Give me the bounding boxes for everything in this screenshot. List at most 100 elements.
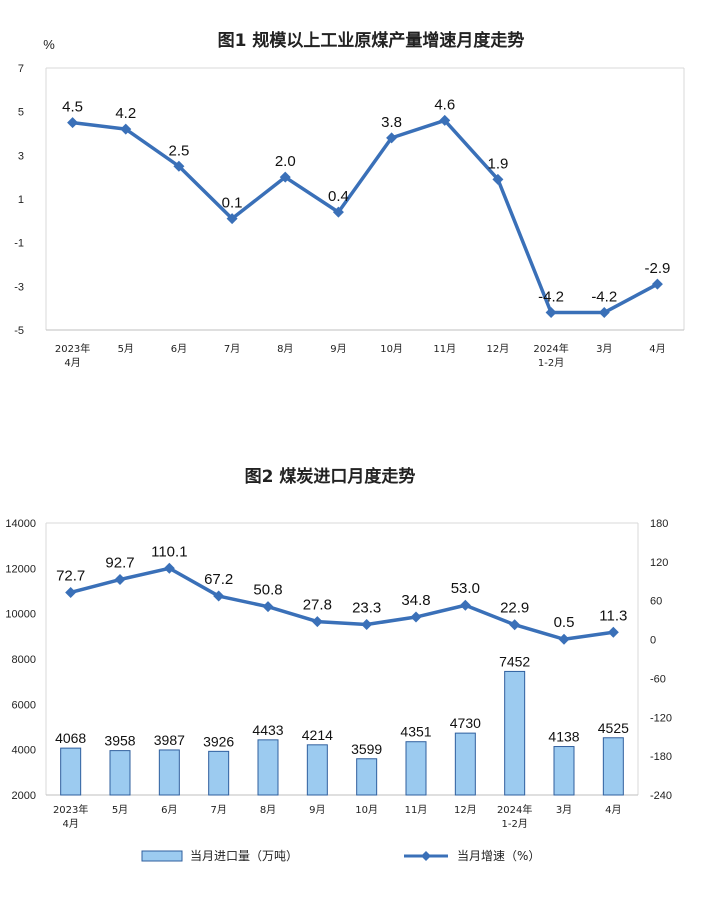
legend-bar-swatch (141, 850, 183, 862)
chart2-bar (306, 744, 328, 796)
chart2-left-y-tick: 8000 (12, 654, 36, 666)
chart1-data-label: -4.2 (591, 289, 617, 306)
chart2-bar (504, 670, 526, 796)
chart1-x-tick: 9月 (330, 343, 346, 355)
chart1-x-tick: 3月 (596, 343, 612, 355)
chart2-bar (454, 732, 476, 796)
chart1-y-tick: 3 (18, 150, 24, 162)
chart2-right-y-ticks: 180 120 60 0 -60 -120 -180 -240 (650, 518, 672, 802)
chart1-y-tick: 5 (18, 107, 24, 119)
chart1-data-label: 0.4 (328, 188, 349, 205)
chart2-growth-label: 27.8 (303, 597, 332, 614)
chart2-x-tick: 1-2月 (501, 818, 527, 830)
chart2-right-y-tick: -240 (650, 790, 672, 802)
chart2-bar-labels: 4068 3958 3987 3926 4433 4214 3599 4351 4730 7452… (55, 653, 629, 756)
chart2-left-y-tick: 10000 (5, 609, 36, 621)
chart1-data-label: 0.1 (222, 195, 243, 212)
chart1-point (279, 171, 291, 183)
chart2-growth-point (361, 618, 373, 630)
chart1-x-tick: 2024年 (533, 342, 568, 355)
chart1-series-line (72, 118, 659, 315)
chart2-bar (553, 746, 575, 796)
chart2-right-y-tick: 180 (650, 518, 668, 530)
chart2-x-tick: 2024年 (497, 803, 532, 816)
chart2-bar-label: 4214 (302, 727, 333, 743)
chart2-bar-label: 3958 (104, 733, 135, 749)
chart1-y-tick: 1 (18, 194, 24, 206)
chart1-x-tick: 6月 (171, 343, 187, 355)
chart2-growth-label: 11.3 (599, 607, 627, 624)
chart2-x-tick: 12月 (454, 804, 477, 816)
chart1-x-tick: 5月 (118, 343, 134, 355)
chart2-bar (405, 741, 427, 796)
chart1-ylabel: % (43, 37, 55, 52)
chart1-data-label: 2.0 (275, 153, 296, 170)
chart2-x-tick: 2023年 (53, 803, 88, 816)
chart2-growth-line (70, 566, 614, 641)
chart1-points (67, 114, 663, 319)
chart2-left-y-tick: 6000 (12, 699, 36, 711)
chart1-point (651, 278, 663, 290)
chart2-bar-label: 4351 (400, 724, 431, 740)
chart1-x-tick: 8月 (277, 343, 293, 355)
chart2-title: 图2 煤炭进口月度走势 (245, 466, 416, 487)
chart2-growth-label: 0.5 (554, 614, 575, 631)
chart2-left-y-tick: 14000 (5, 518, 36, 530)
chart2-growth-label: 34.8 (401, 592, 430, 609)
chart1-x-tick: 11月 (433, 343, 456, 355)
chart1-data-labels: 4.5 4.2 2.5 0.1 2.0 0.4 3.8 4.6 1.9 -4.2 -4.2 -2.9 (62, 96, 670, 305)
chart2-x-tick: 8月 (260, 804, 276, 816)
chart2-right-y-tick: 120 (650, 557, 668, 569)
chart2-growth-point (114, 574, 126, 586)
chart2-growth-point (509, 619, 521, 631)
chart1-x-tick: 2023年 (55, 342, 90, 355)
chart1-data-label: 3.8 (381, 114, 402, 131)
chart2-left-y-ticks: 14000 12000 10000 8000 6000 4000 2000 (5, 518, 36, 802)
chart2-growth-point (213, 590, 225, 602)
chart1-data-label: 4.2 (115, 105, 136, 122)
chart2-x-tick: 9月 (309, 804, 325, 816)
chart2-growth-labels: 72.7 92.7 110.1 67.2 50.8 27.8 23.3 34.8 53.0 22.… (56, 543, 627, 631)
chart2-x-tick: 10月 (355, 804, 378, 816)
chart1-x-tick: 7月 (224, 343, 240, 355)
chart2-x-tick: 4月 (605, 804, 621, 816)
chart2-left-y-tick: 12000 (5, 563, 36, 575)
chart2-right-y-tick: 60 (650, 596, 662, 608)
chart2-growth-point (262, 601, 274, 613)
chart2-bar-label: 4433 (252, 722, 283, 738)
chart2-growth-label: 50.8 (253, 582, 282, 599)
chart1-x-tick: 1-2月 (538, 357, 564, 369)
chart1-y-tick: -1 (14, 238, 24, 250)
chart2-growth-label: 53.0 (451, 580, 480, 597)
chart1-point (332, 206, 344, 218)
chart1-point (173, 160, 185, 172)
chart1-data-label: -2.9 (644, 260, 670, 277)
chart1-point (439, 114, 451, 126)
legend-line-label: 当月增速（%） (457, 849, 540, 863)
chart2-right-y-tick: 0 (650, 635, 656, 647)
chart2-growth-label: 67.2 (204, 571, 233, 588)
chart1-y-tick: 7 (18, 63, 24, 75)
chart2-legend: 当月进口量（万吨） 当月增速（%） (141, 849, 540, 863)
chart2-bars (60, 670, 624, 796)
chart2-bar-label: 4730 (450, 715, 481, 731)
chart2-growth-point (459, 599, 471, 611)
chart2-bar (208, 750, 230, 796)
chart2-left-y-tick: 4000 (12, 745, 36, 757)
chart1-data-label: -4.2 (538, 289, 564, 306)
chart2-bar (158, 749, 180, 796)
chart2-growth-label: 110.1 (151, 543, 187, 560)
chart1-x-tick: 4月 (649, 343, 665, 355)
chart2-growth-point (607, 626, 619, 638)
chart2-x-tick: 11月 (405, 804, 428, 816)
chart1-point (492, 173, 504, 185)
chart1-point (120, 123, 132, 135)
chart1-x-tick: 12月 (487, 343, 510, 355)
chart2-bar-label: 3599 (351, 741, 382, 757)
chart2-bar-label: 4138 (548, 729, 579, 745)
chart2-growth-point (410, 611, 422, 623)
chart2-x-tick: 3月 (556, 804, 572, 816)
chart2-x-tick: 7月 (210, 804, 226, 816)
chart2-left-y-tick: 2000 (12, 790, 36, 802)
chart2-bar-label: 4525 (598, 720, 629, 736)
